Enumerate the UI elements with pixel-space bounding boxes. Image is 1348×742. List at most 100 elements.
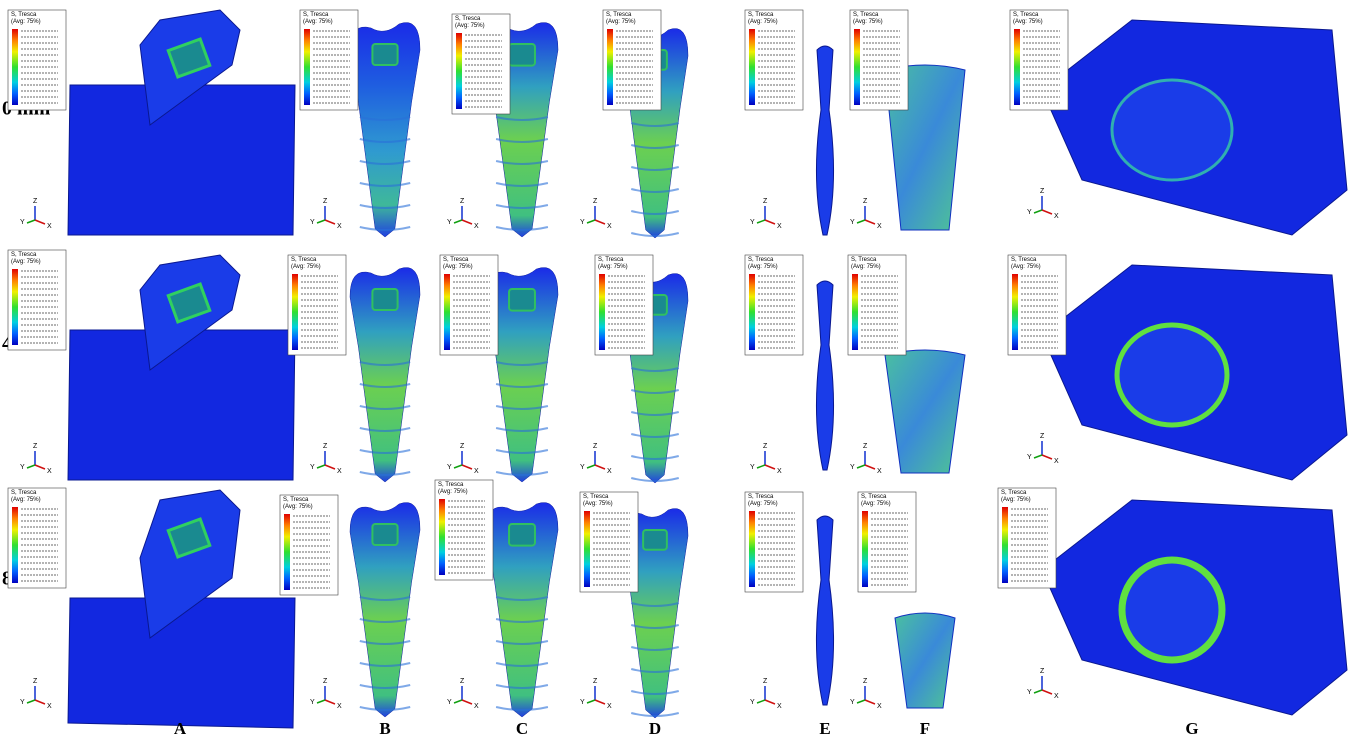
legend-colorbar <box>749 274 755 350</box>
triad-x <box>594 464 606 470</box>
triad-label: Y <box>1027 689 1032 696</box>
stress-band <box>630 166 680 171</box>
triad-label: X <box>877 703 882 710</box>
legend-colorbar <box>1002 507 1008 583</box>
triad-label: X <box>777 468 782 475</box>
stress-band <box>495 662 549 667</box>
stress-band <box>630 122 680 127</box>
triad-y <box>453 219 463 224</box>
stress-band <box>359 706 411 711</box>
triad-y <box>1033 689 1043 694</box>
legend-title: S, Tresca <box>748 257 774 263</box>
tooth <box>349 267 421 483</box>
triad-label: Y <box>580 464 585 471</box>
socket <box>1110 78 1234 182</box>
stress-band <box>630 690 680 695</box>
legend-average: (Avg: 75%) <box>11 19 41 25</box>
canal <box>815 45 835 236</box>
column-label: A <box>174 719 187 738</box>
triad-x <box>1041 209 1053 215</box>
triad-y <box>586 219 596 224</box>
stress-band <box>630 646 680 651</box>
triad-label: Z <box>863 198 868 205</box>
legend-title: S, Tresca <box>748 494 774 500</box>
triad-x <box>34 464 46 470</box>
stress-band <box>630 367 680 372</box>
triad-label: Z <box>863 678 868 685</box>
legend-average: (Avg: 75%) <box>438 489 468 495</box>
triad-label: Y <box>20 464 25 471</box>
legend-title: S, Tresca <box>861 494 887 500</box>
column-label: G <box>1185 719 1198 738</box>
triad-y <box>453 699 463 704</box>
crown-cavity <box>508 288 536 312</box>
triad-label: X <box>47 468 52 475</box>
legend-colorbar <box>1012 274 1018 350</box>
legend-average: (Avg: 75%) <box>1001 497 1031 503</box>
triad-label: Z <box>460 198 465 205</box>
legend-title: S, Tresca <box>283 497 309 503</box>
legend-average: (Avg: 75%) <box>283 504 313 510</box>
triad-label: Z <box>33 678 38 685</box>
crown-cavity <box>371 43 399 66</box>
stress-band <box>495 449 549 454</box>
legend-title: S, Tresca <box>438 482 464 488</box>
tooth <box>349 502 421 718</box>
triad-x <box>764 219 776 225</box>
legend-colorbar <box>304 29 310 105</box>
triad-label: X <box>474 703 479 710</box>
triad-label: Y <box>750 464 755 471</box>
legend-colorbar <box>749 511 755 587</box>
triad-label: X <box>47 703 52 710</box>
legend-average: (Avg: 75%) <box>851 264 881 270</box>
legend-title: S, Tresca <box>1011 257 1037 263</box>
legend-average: (Avg: 75%) <box>748 501 778 507</box>
triad-x <box>34 219 46 225</box>
triad-label: Y <box>1027 209 1032 216</box>
triad-label: Y <box>580 219 585 226</box>
socket <box>1114 322 1230 428</box>
block <box>67 597 296 729</box>
stress-band <box>495 427 549 432</box>
triad-y <box>756 464 766 469</box>
triad-x <box>864 219 876 225</box>
triad-label: Y <box>447 219 452 226</box>
triad-label: Y <box>850 699 855 706</box>
triad-label: X <box>47 223 52 230</box>
shell <box>884 349 966 474</box>
triad-label: Y <box>750 699 755 706</box>
triad-label: Y <box>310 464 315 471</box>
triad-y <box>453 464 463 469</box>
stress-band <box>359 662 411 667</box>
crown-cavity <box>508 523 536 547</box>
triad-label: Y <box>20 699 25 706</box>
crown-cavity <box>508 43 536 67</box>
triad-x <box>324 219 336 225</box>
legend-colorbar <box>584 511 590 587</box>
triad-y <box>756 699 766 704</box>
triad-label: Z <box>323 443 328 450</box>
triad-x <box>1041 454 1053 460</box>
triad-label: X <box>337 703 342 710</box>
legend-title: S, Tresca <box>303 12 329 18</box>
triad-x <box>764 699 776 705</box>
stress-band <box>495 706 549 711</box>
column-label: E <box>819 719 830 738</box>
legend-average: (Avg: 75%) <box>443 264 473 270</box>
triad-x <box>864 464 876 470</box>
triad-y <box>1033 454 1043 459</box>
stress-band <box>495 138 549 143</box>
stress-band <box>359 116 411 121</box>
triad-label: Y <box>447 699 452 706</box>
triad-x <box>864 699 876 705</box>
triad-y <box>856 699 866 704</box>
triad-label: Z <box>33 198 38 205</box>
stress-band <box>495 204 549 209</box>
triad-label: X <box>337 223 342 230</box>
stress-band <box>630 411 680 416</box>
stress-band <box>495 405 549 410</box>
socket <box>1118 556 1226 664</box>
legend-average: (Avg: 75%) <box>291 264 321 270</box>
legend-colorbar <box>12 269 18 345</box>
triad-label: Z <box>460 678 465 685</box>
